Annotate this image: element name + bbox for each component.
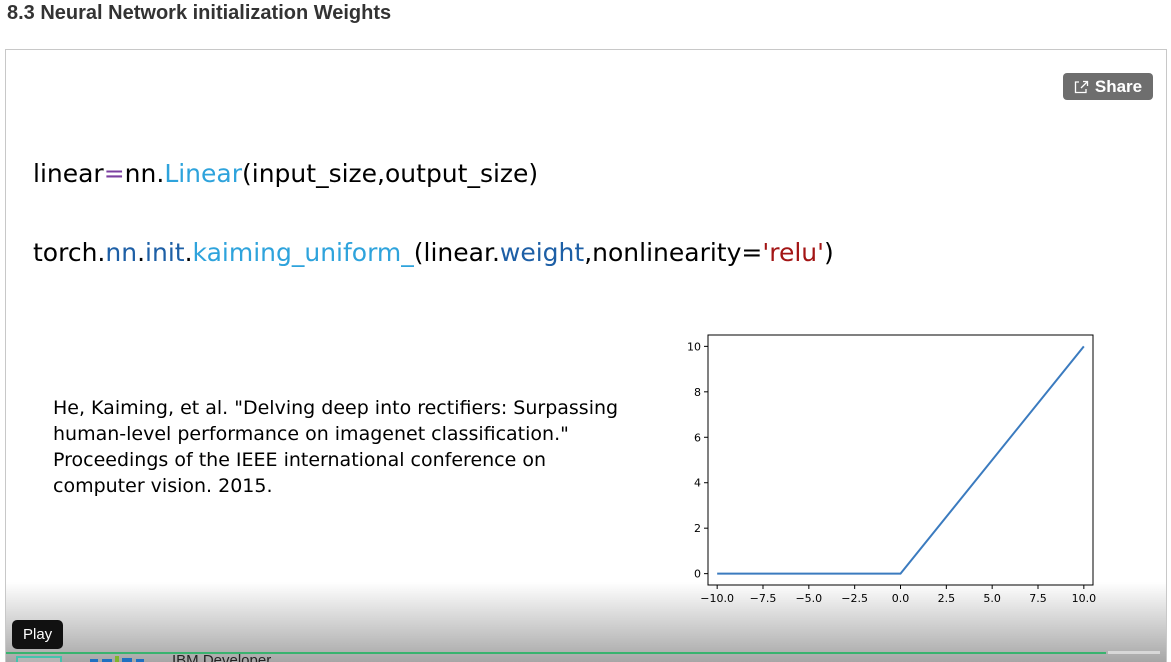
- plot-frame: [707, 334, 1094, 586]
- x-tick-label: 0.0: [892, 592, 910, 605]
- code-token: =: [103, 159, 125, 188]
- x-tick-label: 7.5: [1029, 592, 1047, 605]
- code-line-linear: linear=nn.Linear(input_size,output_size): [33, 159, 538, 188]
- code-token: (linear.: [413, 238, 500, 267]
- share-label: Share: [1094, 76, 1143, 96]
- x-tick-label: 2.5: [938, 592, 956, 605]
- play-tooltip: Play: [12, 620, 64, 649]
- citation-text: He, Kaiming, et al. "Delving deep into r…: [53, 397, 619, 497]
- y-tick-label: 6: [694, 431, 701, 444]
- relu-series-line: [717, 345, 1085, 575]
- code-token: torch.: [33, 238, 106, 267]
- x-tick-label: 10.0: [1072, 592, 1097, 605]
- code-token: weight: [499, 238, 585, 267]
- y-tick-label: 2: [694, 522, 701, 535]
- share-external-icon: [1074, 80, 1089, 94]
- code-token: kaiming_uniform_: [192, 238, 414, 267]
- code-token: (input_size,output_size): [242, 159, 539, 188]
- page-title: 8.3 Neural Network initialization Weight…: [7, 2, 392, 24]
- code-token: 'relu': [762, 238, 824, 267]
- code-token: nn.: [124, 159, 165, 188]
- x-tick-label: −7.5: [750, 592, 777, 605]
- channel-name: IBM Developer: [172, 652, 272, 662]
- progress-bar[interactable]: [6, 652, 1106, 654]
- code-token: .: [184, 238, 193, 267]
- y-tick-label: 0: [694, 568, 701, 581]
- code-token: Linear: [164, 159, 243, 188]
- share-button[interactable]: Share: [1063, 73, 1153, 100]
- relu-chart: −10.0 −7.5 −5.0 −2.5 0.0 2.5 5.0 7.5 10.0 0 2 4 6 8 10: [687, 334, 1097, 605]
- code-token: .: [137, 238, 146, 267]
- x-tick-label: 5.0: [983, 592, 1001, 605]
- x-tick-label: −5.0: [795, 592, 822, 605]
- ibm-developer-logo: [90, 653, 146, 662]
- code-line-kaiming: torch.nn.init.kaiming_uniform_(linear.we…: [33, 238, 834, 267]
- y-tick-label: 4: [694, 477, 701, 490]
- code-token: ): [824, 238, 834, 267]
- y-tick-label: 8: [694, 386, 701, 399]
- progress-bar-remaining[interactable]: [1108, 651, 1160, 654]
- video-player[interactable]: Share linear=nn.Linear(input_size,output…: [5, 49, 1167, 662]
- x-tick-label: −2.5: [841, 592, 868, 605]
- code-token: nn: [105, 238, 138, 267]
- code-token: linear: [33, 159, 104, 188]
- code-token: ,nonlinearity=: [584, 238, 763, 267]
- code-token: init: [145, 238, 185, 267]
- x-tick-label: −10.0: [700, 592, 734, 605]
- play-button[interactable]: [16, 656, 62, 662]
- y-tick-label: 10: [687, 340, 701, 353]
